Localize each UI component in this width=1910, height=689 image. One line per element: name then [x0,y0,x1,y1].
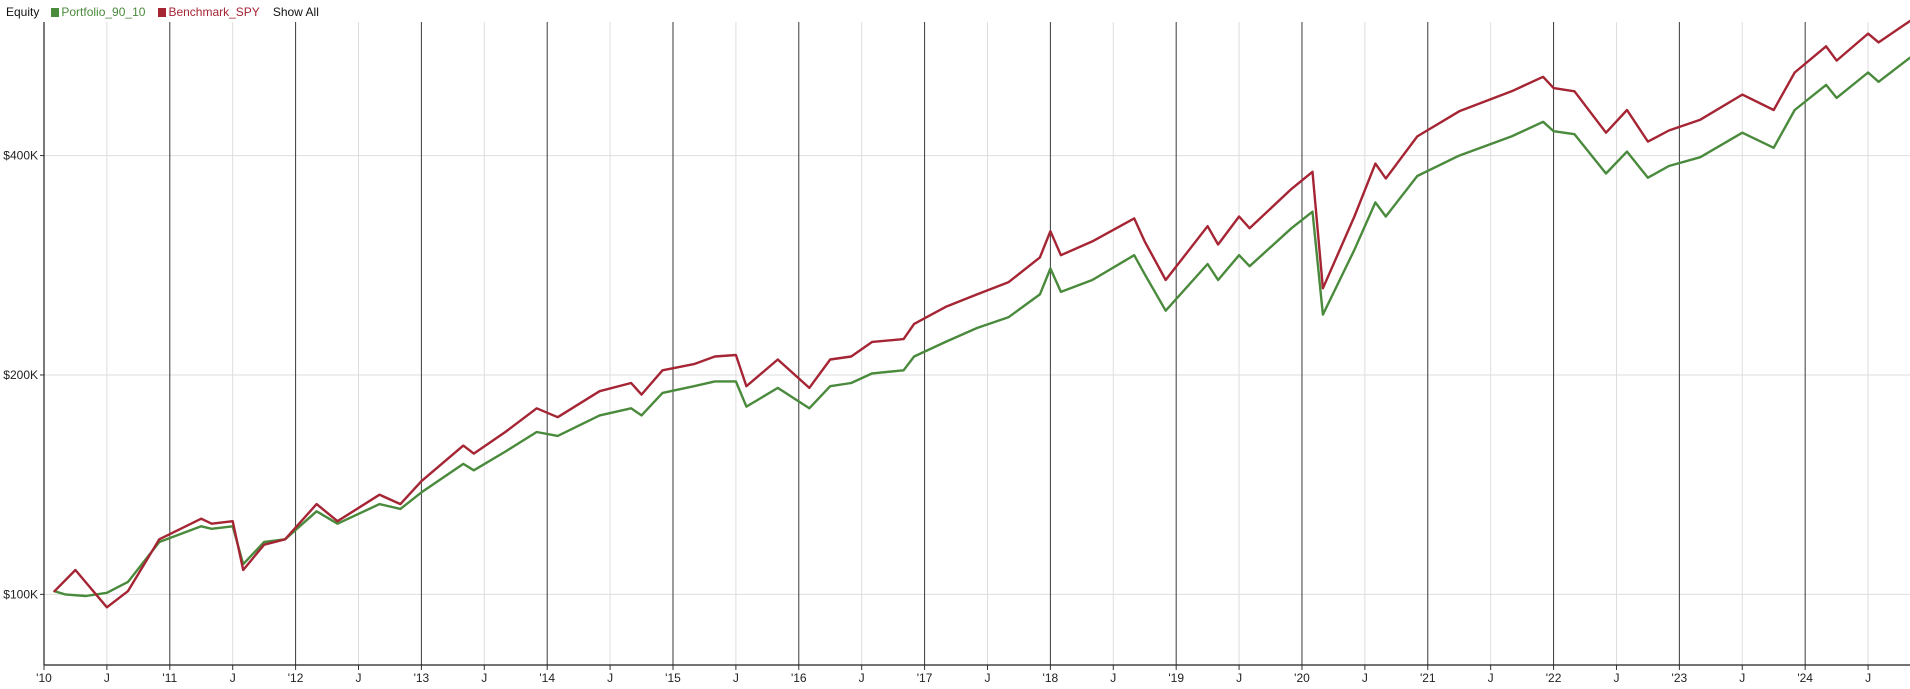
y-tick-label: $100K [3,587,38,601]
legend-entry-benchmark[interactable]: Benchmark_SPY [158,5,260,19]
x-tick-label: J [1362,671,1368,685]
legend-label-benchmark: Benchmark_SPY [168,5,260,19]
legend-label-portfolio: Portfolio_90_10 [61,5,146,19]
y-tick-label: $400K [3,149,38,163]
x-tick-label: '24 [1797,671,1813,685]
show-all-button[interactable]: Show All [272,5,319,19]
x-tick-label: J [1110,671,1116,685]
x-tick-label: J [230,671,236,685]
x-tick-label: '13 [414,671,430,685]
x-tick-label: '14 [539,671,555,685]
series-lines [53,19,1910,609]
x-tick-label: J [607,671,613,685]
x-tick-label: J [481,671,487,685]
x-tick-label: J [1488,671,1494,685]
chart-legend: Equity Portfolio_90_10 Benchmark_SPY Sho… [6,4,319,20]
x-tick-label: J [1865,671,1871,685]
x-tick-label: '12 [288,671,304,685]
x-tick-label: J [984,671,990,685]
grid [44,22,1910,665]
x-tick-label: '19 [1168,671,1184,685]
chart-title: Equity [6,5,40,19]
x-tick-label: J [1613,671,1619,685]
x-tick-label: J [1739,671,1745,685]
tick-labels: $100K $200K $400K '10 J '11 J '12 J '13 J '14 J '15 J '… [3,149,1871,685]
legend-swatch-portfolio-icon [51,7,60,17]
x-tick-label: '18 [1043,671,1059,685]
x-tick-label: '22 [1546,671,1562,685]
x-tick-label: J [859,671,865,685]
x-tick-label: J [355,671,361,685]
x-tick-label: '16 [791,671,807,685]
x-tick-label: '17 [917,671,933,685]
axes [40,22,1910,670]
x-tick-label: '20 [1294,671,1310,685]
x-tick-label: J [1236,671,1242,685]
x-tick-label: '15 [665,671,681,685]
x-tick-label: '23 [1672,671,1688,685]
series-line-portfolio-90-10[interactable] [53,56,1910,598]
y-tick-label: $200K [3,368,38,382]
x-tick-label: '10 [36,671,52,685]
x-tick-label: J [104,671,110,685]
series-line-benchmark-spy[interactable] [53,19,1910,609]
x-tick-label: '11 [162,671,177,685]
legend-entry-portfolio[interactable]: Portfolio_90_10 [51,5,145,19]
x-tick-label: J [733,671,739,685]
legend-swatch-benchmark-icon [158,7,167,17]
x-tick-label: '21 [1420,671,1436,685]
